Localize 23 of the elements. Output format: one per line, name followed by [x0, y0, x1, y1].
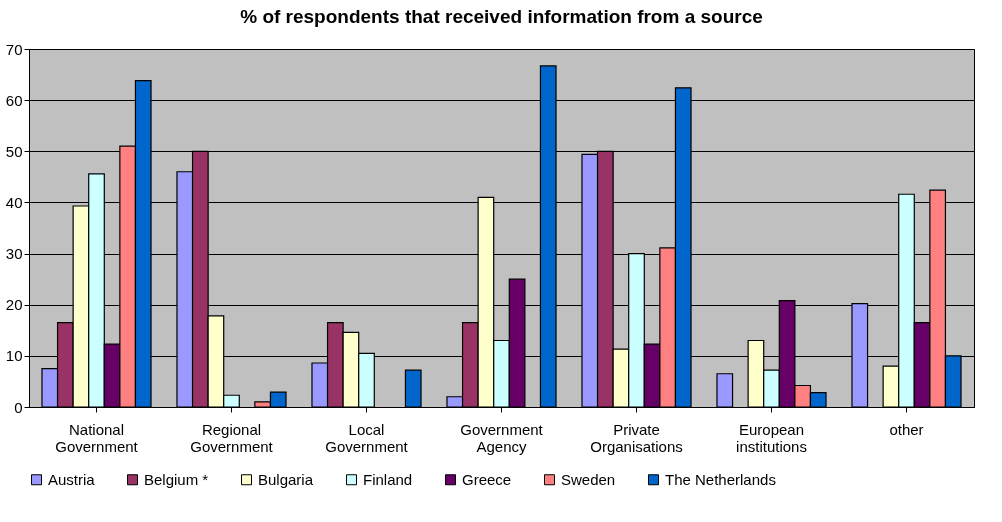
legend-label: Sweden	[561, 470, 616, 488]
x-tick-label: Local Government	[325, 420, 409, 455]
chart-title: % of respondents that received information from a source	[240, 6, 763, 27]
legend-label: Greece	[462, 470, 512, 488]
legend-label: Austria	[48, 470, 96, 488]
legend-label: Finland	[363, 470, 413, 488]
legend-label: Bulgaria	[258, 470, 314, 488]
legend-label: Belgium *	[144, 470, 209, 488]
y-tick-label: 0	[14, 398, 23, 416]
y-tick-label: 10	[5, 347, 23, 365]
y-tick-label: 30	[5, 245, 23, 263]
x-tick-label: Regional Government	[190, 420, 274, 455]
y-tick-label: 50	[5, 142, 23, 160]
y-tick-label: 40	[5, 193, 23, 211]
x-tick-label: Private Organisations	[590, 420, 683, 455]
x-tick-label: Government Agency	[460, 420, 544, 455]
y-tick-label: 70	[5, 40, 23, 58]
y-tick-label: 60	[5, 91, 23, 109]
legend-label: The Netherlands	[665, 470, 776, 488]
y-tick-label: 20	[5, 296, 23, 314]
x-tick-label: National Government	[55, 420, 139, 455]
x-tick-label: European institutions	[736, 420, 807, 455]
x-tick-label: other	[889, 420, 924, 438]
